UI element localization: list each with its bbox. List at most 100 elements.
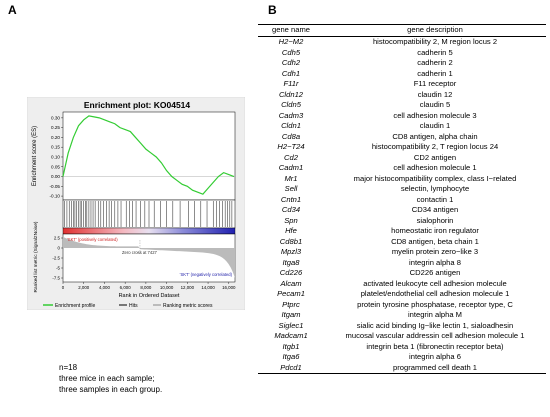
es-y-tick-label: 0.25 [51, 125, 60, 130]
gene-name-cell: Spn [284, 215, 298, 225]
gene-description-cell: integrin alpha 6 [409, 352, 461, 362]
table-row: Itga8 integrin alpha 8 [258, 258, 546, 269]
gene-description-cell: programmed cell death 1 [324, 362, 546, 374]
gene-description-cell: activated leukocyte cell adhesion molecu… [363, 278, 507, 288]
gene-description-cell: CD8 antigen, beta chain 1 [391, 236, 479, 246]
ranking-heat-bar [62, 227, 236, 235]
x-tick-label: 6,000 [120, 285, 132, 290]
gene-name-cell: Madcam1 [274, 331, 308, 341]
es-y-tick-label: 0.10 [51, 154, 60, 159]
x-tick-label: 2,000 [78, 285, 90, 290]
legend-metric: Ranking metric scores [163, 303, 213, 309]
rank-panel [62, 233, 236, 283]
es-y-axis: -0.10 -0.05 0.00 0.05 0.10 0.15 0.20 0.25 0.30 [50, 115, 63, 199]
gene-description-cell: homeostatic iron regulator [391, 226, 479, 236]
es-y-tick-label: 0.00 [51, 174, 60, 179]
gene-description-cell: platelet/endothelial cell adhesion molec… [360, 289, 510, 299]
gene-name-cell: Cldn12 [278, 89, 304, 99]
gene-name-cell: Itgam [281, 310, 301, 320]
table-row: Cd2 CD2 antigen [258, 153, 546, 164]
gene-description-cell: mucosal vascular addressin cell adhesion… [345, 331, 525, 341]
table-row: Cadm1 cell adhesion molecule 1 [258, 163, 546, 174]
gene-name-cell: Sell [284, 184, 298, 194]
table-row: Itga6 integrin alpha 6 [258, 352, 546, 363]
table-row: Siglec1 sialic acid binding Ig−like lecti… [258, 321, 546, 332]
gene-description-cell: claudin 1 [419, 121, 451, 131]
gene-description-cell: cell adhesion molecule 1 [393, 163, 477, 173]
table-row: Cldn5 claudin 5 [258, 100, 546, 111]
panel-label-b: B [268, 3, 277, 17]
x-axis: 0 2,000 4,000 6,000 8,000 10,000 12,000 14,000 1… [62, 282, 236, 290]
legend-profile: Enrichment profile [55, 303, 96, 309]
sample-notes: n=18 three mice in each sample; three sa… [59, 362, 162, 395]
rank-y-tick-label: -5 [56, 266, 60, 271]
rank-y-tick-label: -7.5 [52, 276, 60, 281]
es-y-axis-label: Enrichment score (ES) [32, 126, 38, 186]
table-row: H2−T24 histocompatibility 2, T region loc… [258, 142, 546, 153]
rank-y-tick-label: -2.5 [52, 256, 60, 261]
table-row: Alcam activated leukocyte cell adhesion m… [258, 279, 546, 290]
es-panel [62, 111, 236, 201]
gene-description-cell: F11 receptor [413, 79, 457, 89]
es-y-tick-label: -0.10 [50, 194, 61, 199]
gene-description-cell: sialophorin [416, 215, 454, 225]
gene-description-cell: protein tyrosine phosphatase, receptor t… [357, 299, 513, 309]
es-y-tick-label: 0.20 [51, 135, 60, 140]
gene-description-cell: integrin alpha 8 [409, 257, 461, 267]
gene-description-cell: CD34 antigen [411, 205, 459, 215]
rank-y-axis-label: Ranked list metric (Signal2Noise) [33, 221, 39, 292]
gene-description-cell: integrin beta 1 (fibronectin receptor be… [366, 341, 504, 351]
gene-name-cell: Itgb1 [282, 341, 300, 351]
x-tick-label: 12,000 [181, 285, 195, 290]
gene-description-cell: cadherin 1 [417, 68, 453, 78]
gene-name-cell: H2−T24 [277, 142, 305, 152]
table-row: Pdcd1 programmed cell death 1 [258, 362, 546, 374]
rank-y-axis: 2.5 0 -2.5 -5 -7.5 [52, 236, 63, 281]
x-axis-label: Rank in Ordered Dataset [119, 293, 180, 299]
gene-name-cell: Cdh2 [281, 58, 301, 68]
gene-description-cell: integrin alpha M [407, 310, 463, 320]
gene-name-cell: Cntn1 [280, 194, 302, 204]
legend-hits: Hits [129, 303, 138, 309]
gene-name-cell: Alcam [280, 278, 302, 288]
gene-description-cell: CD226 antigen [409, 268, 461, 278]
gene-name-cell: Cdh5 [281, 47, 301, 57]
table-row: Itgb1 integrin beta 1 (fibronectin recept… [258, 342, 546, 353]
gene-description-cell: myelin protein zero−like 3 [391, 247, 479, 257]
table-row: Cd34 CD34 antigen [258, 205, 546, 216]
rank-y-tick-label: 0 [58, 246, 61, 251]
gene-name-cell: Cd8a [281, 131, 301, 141]
gene-description-cell: selectin, lymphocyte [400, 184, 470, 194]
gene-name-cell: Cd226 [279, 268, 303, 278]
gene-description-cell: histocompatibility 2, M region locus 2 [372, 37, 498, 47]
table-row: Madcam1 mucosal vascular addressin cell a… [258, 331, 546, 342]
table-row: Itgam integrin alpha M [258, 310, 546, 321]
table-row: Spn sialophorin [258, 216, 546, 227]
table-row: F11r F11 receptor [258, 79, 546, 90]
table-header-row: gene name gene description [258, 24, 546, 37]
table-row: Mr1 major histocompatibility complex, cla… [258, 174, 546, 185]
gene-name-cell: Cdh1 [281, 68, 301, 78]
gene-description-cell: contactin 1 [416, 194, 454, 204]
gene-name-cell: Cd34 [281, 205, 301, 215]
x-tick-label: 8,000 [140, 285, 152, 290]
gene-description-cell: CD2 antigen [413, 152, 457, 162]
table-row: Cldn12 claudin 12 [258, 90, 546, 101]
gene-description-cell: cell adhesion molecule 3 [393, 110, 477, 120]
enrichment-plot: Enrichment plot: KO04514 -0.10 -0.05 0.00 0… [27, 97, 245, 310]
gene-name-cell: Itga8 [282, 257, 300, 267]
gene-name-cell: Mpzl3 [280, 247, 302, 257]
note-line: three mice in each sample; [59, 374, 155, 383]
positive-correlation-label: 'SKT' (positively correlated) [67, 237, 118, 242]
note-line: n=18 [59, 363, 78, 372]
table-row: Cadm3 cell adhesion molecule 3 [258, 111, 546, 122]
table-row: Cdh2 cadherin 2 [258, 58, 546, 69]
gene-name-cell: Cadm3 [278, 110, 304, 120]
x-tick-label: 10,000 [160, 285, 174, 290]
gene-name-cell: Itga6 [282, 352, 300, 362]
gene-description-cell: CD8 antigen, alpha chain [392, 131, 478, 141]
table-row: Sell selectin, lymphocyte [258, 184, 546, 195]
table-row: H2−M2 histocompatibility 2, M region locu… [258, 37, 546, 48]
table-row: Cd226 CD226 antigen [258, 268, 546, 279]
table-row: Ptprc protein tyrosine phosphatase, recep… [258, 300, 546, 311]
